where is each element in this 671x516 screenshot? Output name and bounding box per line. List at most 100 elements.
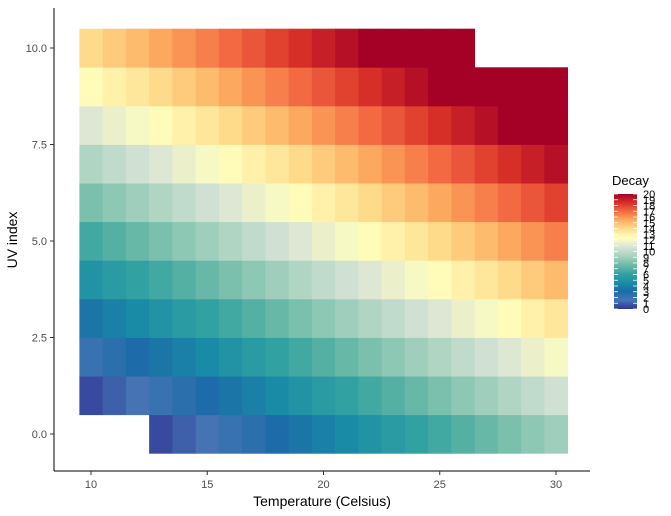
heatmap-cell [405,67,429,106]
heatmap-cell [335,29,359,68]
heatmap-cell [149,145,173,184]
y-tick-label: 5.0 [32,236,47,248]
heatmap-cell [358,67,382,106]
heatmap-cell [172,260,196,299]
heatmap-cell [289,145,313,184]
heatmap-cell [103,183,127,222]
heatmap-cell [79,183,103,222]
heatmap-cell [498,67,522,106]
heatmap-cell [126,338,150,377]
heatmap-cell [335,106,359,145]
heatmap-cell [149,183,173,222]
heatmap-cell [242,29,266,68]
heatmap-cell [103,29,127,68]
heatmap-cell [79,338,103,377]
heatmap-cell [312,67,336,106]
heatmap-cell [312,338,336,377]
heatmap-cell [265,222,289,261]
heatmap-cell [521,376,545,415]
heatmap-cell [265,67,289,106]
legend-title: Decay [612,173,649,188]
heatmap-cell [521,145,545,184]
heatmap-cell [405,183,429,222]
heatmap-cell [428,183,452,222]
heatmap-cell [172,222,196,261]
heatmap-cell [172,29,196,68]
heatmap-cell [475,299,499,338]
heatmap-cell [103,145,127,184]
x-tick-label: 15 [201,479,213,491]
legend-tick-label: 20 [643,189,655,201]
heatmap-cell [428,29,452,68]
heatmap-cell [219,415,243,454]
heatmap-cell [498,338,522,377]
heatmap-cell [219,299,243,338]
heatmap-cell [172,106,196,145]
heatmap-cell [358,299,382,338]
heatmap-cell [451,145,475,184]
heatmap-cell [382,67,406,106]
heatmap-cell [358,106,382,145]
heatmap-cell [544,222,568,261]
heatmap-cell [335,338,359,377]
y-tick-label: 2.5 [32,333,47,345]
heatmap-cell [521,260,545,299]
heatmap-cell [242,67,266,106]
heatmap-cell [149,338,173,377]
x-tick-label: 20 [317,479,329,491]
heatmap-cell [242,222,266,261]
heatmap-cell [405,415,429,454]
y-tick-label: 10.0 [26,43,47,55]
heatmap-cell [544,145,568,184]
heatmap-cell [475,260,499,299]
heatmap-cell [358,183,382,222]
heatmap-cell [358,222,382,261]
heatmap-cell [242,145,266,184]
heatmap-cell [196,376,220,415]
heatmap-cell [451,260,475,299]
heatmap-cell [521,338,545,377]
heatmap-cell [219,222,243,261]
heatmap-cell [242,415,266,454]
heatmap-cell [312,260,336,299]
heatmap-cell [451,299,475,338]
heatmap-cell [149,222,173,261]
heatmap-cell [544,106,568,145]
heatmap-cell [219,260,243,299]
x-tick-label: 25 [434,479,446,491]
heatmap-cell [265,260,289,299]
heatmap-cell [475,67,499,106]
heatmap-cell [544,415,568,454]
y-ticks: 0.02.55.07.510.0 [26,43,54,441]
heatmap-cell [289,29,313,68]
heatmap-cell [242,338,266,377]
heatmap-cell [312,106,336,145]
heatmap-cell [498,415,522,454]
heatmap-cell [79,222,103,261]
heatmap-cell [405,299,429,338]
heatmap-cell [219,376,243,415]
heatmap-cell [521,222,545,261]
heatmap-cell [149,376,173,415]
heatmap-cell [265,106,289,145]
heatmap-cell [265,183,289,222]
heatmap-cell [335,299,359,338]
heatmap-cell [428,67,452,106]
heatmap-cell [521,299,545,338]
heatmap-cell [475,106,499,145]
heatmap-cell [498,260,522,299]
heatmap-cell [312,145,336,184]
heatmap-cell [265,299,289,338]
heatmap-cell [382,106,406,145]
heatmap-cell [126,67,150,106]
heatmap-cell [382,29,406,68]
heatmap-cell [196,145,220,184]
heatmap-cell [521,183,545,222]
heatmap-cell [335,260,359,299]
heatmap-cell [242,106,266,145]
heatmap-cell [172,145,196,184]
heatmap-cell [289,260,313,299]
heatmap-cell [103,299,127,338]
